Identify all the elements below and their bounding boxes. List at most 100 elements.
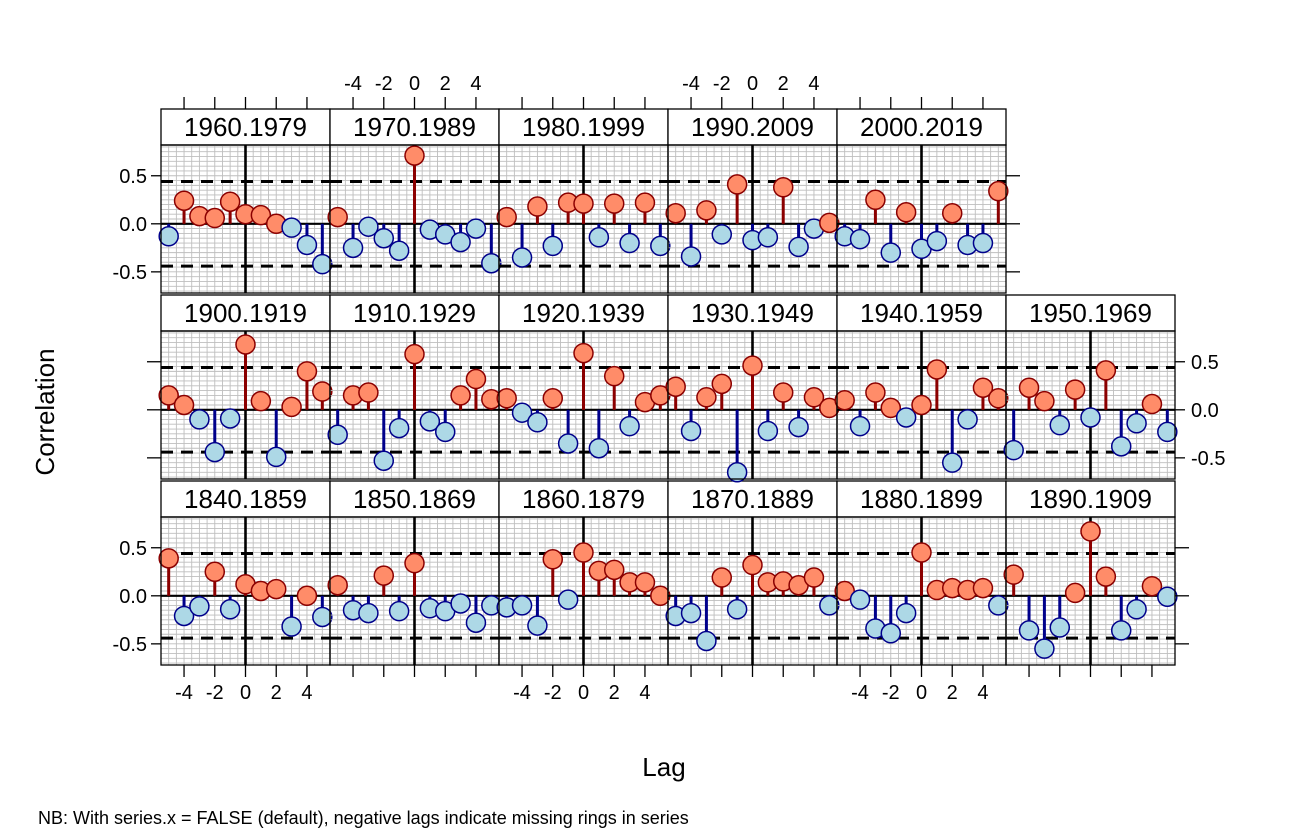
strip-label: 1990.2009 [691, 112, 814, 142]
lollipop-point [281, 217, 302, 238]
lollipop-point [757, 420, 779, 442]
lollipop-point [542, 388, 564, 409]
lollipop-point [296, 585, 318, 607]
y-tick-label: -0.5 [1191, 448, 1225, 470]
panel-1860.1879: 1860.1879 [496, 480, 671, 666]
lollipop-point [834, 580, 855, 602]
lollipop-point [849, 589, 871, 610]
lollipop-point [650, 585, 671, 607]
lollipop-point [926, 230, 948, 252]
lollipop-point [680, 420, 702, 442]
lollipop-point [373, 450, 395, 471]
lollipop-point [265, 578, 287, 600]
x-tick-label: -2 [206, 682, 224, 704]
lollipop-point [1018, 377, 1040, 398]
x-tick-label: 2 [947, 682, 958, 704]
lollipop-point [496, 206, 517, 228]
x-tick-label: 4 [301, 682, 312, 704]
lollipop-point [1095, 566, 1117, 587]
panel-1870.1889: 1870.1889 [665, 480, 840, 666]
strip-label: 1890.1909 [1029, 484, 1152, 514]
lollipop-point [404, 343, 425, 365]
lollipop-point [680, 246, 702, 267]
panel-2000.2019: 2000.2019 [834, 108, 1009, 294]
lollipop-point [711, 373, 733, 395]
lollipop-point [527, 412, 548, 433]
lollipop-point [1003, 439, 1024, 461]
lollipop-point [342, 237, 364, 259]
x-tick-label: 0 [240, 682, 251, 704]
lollipop-point [772, 382, 794, 403]
lollipop-point [557, 433, 579, 454]
panel-1930.1949: 1930.1949 [665, 294, 840, 483]
lollipop-point [772, 177, 794, 198]
lollipop-point [250, 390, 272, 412]
lollipop-point [895, 602, 917, 624]
panel-1970.1989: 1970.1989 [327, 108, 502, 294]
panel-1890.1909: 1890.1909 [1003, 480, 1178, 666]
panel-1900.1919: 1900.1919 [158, 294, 333, 480]
lollipop-point [803, 567, 825, 588]
x-tick-label: 2 [609, 682, 620, 704]
lollipop-point [1110, 620, 1132, 641]
lollipop-point [603, 193, 625, 214]
strip-label: 1900.1919 [184, 298, 307, 328]
lollipop-point [619, 415, 640, 437]
y-tick-label: 0.5 [119, 166, 147, 188]
lollipop-point [219, 599, 241, 620]
lollipop-point [573, 342, 594, 364]
strip-label: 1870.1889 [691, 484, 814, 514]
lollipop-point [1049, 414, 1071, 436]
lollipop-point [404, 552, 425, 574]
lollipop-point [1018, 620, 1040, 641]
y-tick-label: -0.5 [113, 634, 147, 656]
strip [667, 108, 838, 146]
x-tick-label: 2 [778, 73, 789, 95]
lollipop-point [173, 394, 195, 416]
strip-label: 1910.1929 [353, 298, 476, 328]
strip-label: 1930.1949 [691, 298, 814, 328]
lollipop-point [419, 411, 441, 432]
lollipop-point [189, 596, 210, 617]
strip [1005, 294, 1176, 332]
lollipop-point [1003, 564, 1024, 585]
lollipop-point [588, 437, 610, 459]
strip [498, 294, 669, 332]
footnote: NB: With series.x = FALSE (default), neg… [38, 808, 689, 828]
lollipop-point [665, 202, 686, 224]
lollipop-point [757, 227, 779, 248]
lollipop-point [527, 615, 548, 636]
x-tick-label: 4 [639, 682, 650, 704]
lollipop-point [1126, 413, 1147, 434]
lollipop-point [619, 232, 640, 254]
strip [498, 108, 669, 146]
lollipop-point [819, 212, 840, 234]
lollipop-point [204, 441, 226, 463]
lollipop-point [941, 452, 963, 473]
lollipop-point [865, 189, 886, 211]
lollipop-point [680, 602, 702, 624]
panel-1940.1959: 1940.1959 [834, 294, 1009, 480]
x-tick-label: -4 [175, 682, 193, 704]
lollipop-point [1049, 617, 1071, 638]
lollipop-point [1126, 599, 1147, 620]
strip [160, 108, 331, 146]
x-tick-label: 2 [440, 73, 451, 95]
lollipop-point [573, 193, 594, 214]
lollipop-point [895, 407, 917, 428]
lollipop-point [726, 174, 748, 195]
y-tick-label: 0.0 [119, 214, 147, 236]
lollipop-point [803, 387, 825, 408]
lollipop-point [895, 202, 917, 223]
lollipop-point [265, 446, 287, 468]
lollipop-point [312, 606, 333, 628]
lollipop-point [788, 236, 809, 258]
lollipop-point [726, 599, 748, 620]
lollipop-point [634, 572, 656, 593]
lollipop-point [972, 377, 994, 398]
lollipop-point [1141, 575, 1163, 597]
lollipop-point [388, 417, 410, 439]
lollipop-point [373, 227, 395, 249]
